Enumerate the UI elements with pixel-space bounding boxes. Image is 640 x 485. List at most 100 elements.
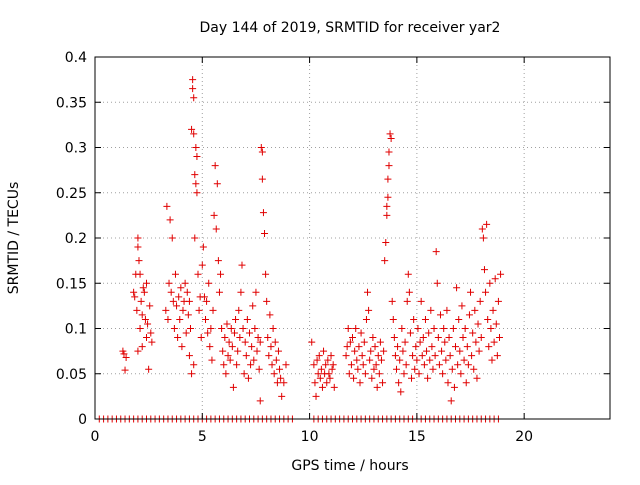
data-point (425, 329, 433, 337)
data-point (415, 370, 423, 378)
data-point (208, 356, 216, 364)
data-point (449, 325, 457, 332)
data-point (354, 365, 362, 373)
data-point (419, 334, 427, 342)
data-point (384, 175, 392, 183)
data-point (250, 356, 258, 364)
data-point (185, 352, 193, 360)
data-point (262, 270, 270, 278)
data-point (206, 343, 214, 351)
data-point (439, 370, 447, 378)
data-point (347, 361, 355, 369)
data-point (271, 338, 279, 346)
data-point (311, 379, 319, 387)
data-point (162, 306, 170, 314)
data-point (344, 325, 352, 332)
data-point (228, 343, 236, 351)
data-point (251, 325, 259, 332)
data-point (476, 297, 484, 305)
data-point (312, 392, 320, 400)
data-point (182, 329, 190, 337)
data-point (424, 374, 432, 382)
data-point (356, 379, 364, 387)
data-point (495, 334, 503, 342)
y-tick-label: 0.2 (65, 231, 87, 247)
data-point (193, 153, 201, 161)
data-point (146, 302, 154, 310)
grid (95, 57, 610, 419)
data-points (95, 76, 505, 423)
data-point (429, 365, 437, 373)
data-point (265, 352, 273, 360)
data-point (383, 211, 391, 219)
data-point (370, 365, 378, 373)
data-point (217, 270, 225, 278)
data-point (398, 325, 406, 332)
data-point (170, 325, 178, 332)
data-point (137, 297, 145, 305)
data-point (165, 279, 173, 287)
data-point (329, 361, 337, 369)
data-point (469, 329, 477, 337)
data-point (379, 379, 387, 387)
data-point (440, 325, 448, 332)
data-point (376, 338, 384, 346)
data-point (388, 297, 396, 305)
data-point (493, 352, 501, 360)
data-point (357, 329, 365, 337)
data-point (432, 248, 440, 256)
data-point (136, 270, 144, 278)
data-point (193, 189, 201, 197)
data-point (188, 370, 196, 378)
data-point (488, 356, 496, 364)
data-point (243, 315, 251, 323)
data-point (241, 338, 249, 346)
data-point (219, 347, 227, 355)
data-point (145, 365, 153, 373)
data-point (460, 356, 468, 364)
data-point (423, 347, 431, 355)
data-point (173, 302, 181, 310)
data-point (371, 343, 379, 351)
data-point (191, 234, 199, 242)
data-point (426, 356, 434, 364)
data-point (475, 347, 483, 355)
data-point (140, 288, 148, 296)
data-point (367, 347, 375, 355)
y-tick-label: 0.05 (56, 367, 87, 383)
data-point (359, 361, 367, 369)
data-point (447, 397, 455, 405)
data-point (362, 315, 370, 323)
data-point (471, 306, 479, 314)
data-point (135, 257, 143, 265)
data-point (138, 311, 146, 319)
y-tick-label: 0.4 (65, 50, 87, 66)
data-point (434, 334, 442, 342)
data-point (380, 347, 388, 355)
data-point (404, 270, 412, 278)
data-point (282, 361, 290, 369)
data-point (139, 284, 147, 292)
data-point (320, 347, 328, 355)
data-point (375, 370, 383, 378)
data-point (465, 311, 473, 319)
data-point (395, 379, 403, 387)
data-point (252, 288, 260, 296)
data-point (330, 383, 338, 391)
data-point (444, 379, 452, 387)
data-point (261, 229, 269, 237)
data-point (387, 134, 395, 142)
data-point (134, 347, 142, 355)
data-point (318, 383, 326, 391)
data-point (185, 297, 193, 305)
data-point (122, 353, 130, 361)
y-tick-label: 0 (78, 412, 87, 428)
data-point (433, 279, 441, 287)
data-point (410, 315, 418, 323)
data-point (480, 266, 488, 274)
data-point (316, 374, 324, 382)
data-point (360, 338, 368, 346)
data-point (221, 334, 229, 342)
data-point (204, 329, 212, 337)
